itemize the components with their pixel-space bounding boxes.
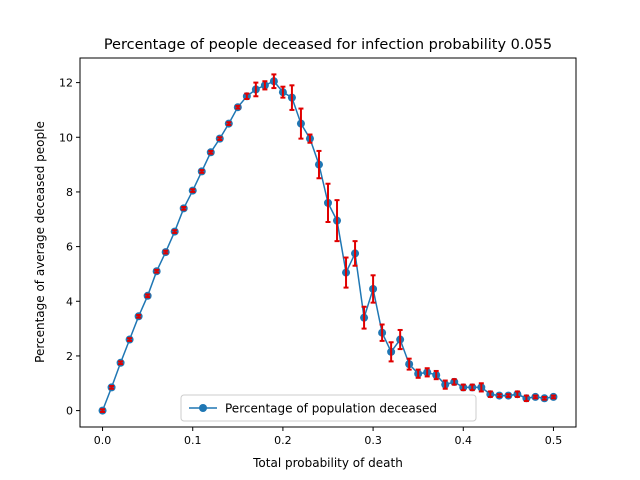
y-tick-label: 4: [66, 295, 73, 308]
y-tick-label: 8: [66, 186, 73, 199]
y-tick-label: 2: [66, 350, 73, 363]
y-tick-label: 12: [59, 77, 73, 90]
chart-title: Percentage of people deceased for infect…: [104, 37, 552, 53]
x-tick-label: 0.4: [455, 434, 473, 447]
legend-box: [180, 394, 477, 422]
legend: Percentage of population deceased: [180, 394, 477, 422]
y-tick-label: 10: [59, 131, 73, 144]
legend-marker-swatch: [199, 404, 207, 412]
plot-area: 0.0 0.1 0.2 0.3 0.4 0.5 0 2 4 6 8 10 12: [59, 57, 577, 447]
y-tick-label: 6: [66, 241, 73, 254]
x-tick-label: 0.3: [364, 434, 382, 447]
x-tick-label: 0.5: [545, 434, 563, 447]
y-axis-label: Percentage of average deceased people: [33, 121, 47, 363]
axes-frame: [79, 57, 577, 428]
x-tick-label: 0.1: [184, 434, 202, 447]
y-tick-label: 0: [66, 405, 73, 418]
legend-label: Percentage of population deceased: [225, 402, 437, 416]
x-axis-label: Total probability of death: [252, 456, 403, 470]
x-tick-label: 0.0: [94, 434, 112, 447]
x-tick-label: 0.2: [274, 434, 292, 447]
